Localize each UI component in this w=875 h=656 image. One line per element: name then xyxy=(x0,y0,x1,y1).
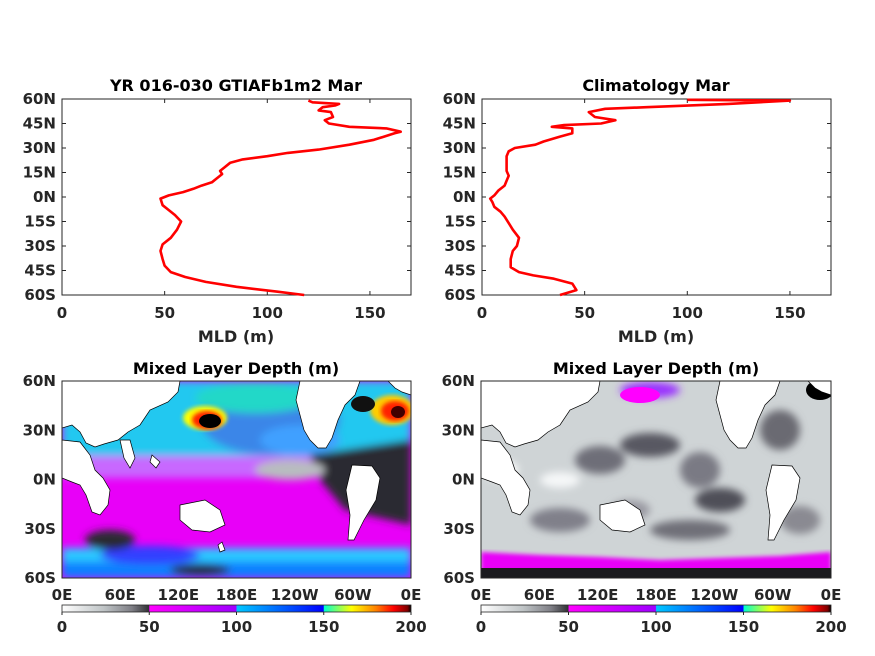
x-axis-label: MLD (m) xyxy=(618,327,694,346)
chart-title: YR 016-030 GTIAFb1m2 Mar xyxy=(109,76,362,95)
mld-profile-chart-right: Climatology Mar 0 50 100 150 60N 45N 30N 15N 0N 1… xyxy=(443,76,832,346)
y-tick-label: 0N xyxy=(33,188,56,206)
plot-area xyxy=(481,98,832,296)
colorbar-tick-label: 200 xyxy=(395,618,426,636)
colorbar-tick-label: 200 xyxy=(815,618,846,636)
map-field xyxy=(62,381,411,578)
mld-map-left: Mixed Layer Depth (m) xyxy=(23,359,422,604)
lat-tick-label: 60S xyxy=(443,569,475,587)
mld-line xyxy=(159,99,402,297)
y-tick-label: 15N xyxy=(23,164,56,182)
x-tick-label: 100 xyxy=(252,304,283,322)
y-tick-label: 45N xyxy=(443,115,476,133)
lat-tick-label: 30S xyxy=(24,520,56,538)
x-tick-label: 50 xyxy=(154,304,175,322)
lon-tick-label: 0E xyxy=(471,586,492,604)
mld-profile-chart-left: YR 016-030 GTIAFb1m2 Mar 0 50 100 150 60N 45N… xyxy=(23,76,412,346)
colorbar-left: 0 50 100 150 200 xyxy=(57,604,427,636)
colorbar-tick-label: 50 xyxy=(139,618,160,636)
colorbar-tick-label: 100 xyxy=(221,618,252,636)
x-tick-label: 0 xyxy=(57,304,67,322)
chart-title: Climatology Mar xyxy=(582,76,729,95)
colorbar-tick-label: 50 xyxy=(558,618,579,636)
lat-tick-label: 60S xyxy=(24,569,56,587)
colorbar-tick-label: 150 xyxy=(728,618,759,636)
x-axis-label: MLD (m) xyxy=(198,327,274,346)
y-tick-label: 15N xyxy=(443,164,476,182)
colorbar-tick-label: 0 xyxy=(57,618,67,636)
lat-tick-label: 60N xyxy=(442,372,475,390)
y-tick-label: 45S xyxy=(444,262,476,280)
y-tick-label: 60N xyxy=(443,90,476,108)
colorbar-tick-label: 0 xyxy=(476,618,486,636)
x-tick-label: 50 xyxy=(574,304,595,322)
lat-tick-label: 60N xyxy=(23,372,56,390)
lon-tick-label: 120E xyxy=(577,586,619,604)
lon-tick-label: 60W xyxy=(754,586,792,604)
lon-tick-label: 180E xyxy=(635,586,677,604)
y-tick-label: 15S xyxy=(444,213,476,231)
y-tick-label: 0N xyxy=(453,188,476,206)
y-tick-label: 30S xyxy=(444,237,476,255)
map-field xyxy=(481,381,831,578)
colorbar xyxy=(480,604,832,613)
colorbar-right: 0 50 100 150 200 xyxy=(476,604,847,636)
lon-tick-label: 120W xyxy=(690,586,738,604)
map-frame xyxy=(61,380,412,579)
lon-tick-label: 0E xyxy=(821,586,842,604)
lat-tick-label: 30N xyxy=(23,421,56,439)
lon-tick-label: 60E xyxy=(524,586,555,604)
y-tick-label: 60S xyxy=(24,286,56,304)
map-title: Mixed Layer Depth (m) xyxy=(133,359,339,378)
y-tick-label: 15S xyxy=(24,213,56,231)
x-tick-label: 0 xyxy=(477,304,487,322)
lat-tick-label: 0N xyxy=(33,471,56,489)
lon-tick-label: 0E xyxy=(401,586,422,604)
y-tick-label: 30N xyxy=(443,139,476,157)
lat-tick-label: 30N xyxy=(442,421,475,439)
colorbar xyxy=(61,604,412,613)
colorbar-tick-label: 150 xyxy=(308,618,339,636)
y-tick-label: 30S xyxy=(24,237,56,255)
mld-map-right: Mixed Layer Depth (m) xyxy=(442,359,842,604)
y-tick-label: 45S xyxy=(24,262,56,280)
mld-line xyxy=(488,98,792,297)
colorbar-tick-label: 100 xyxy=(640,618,671,636)
lon-tick-label: 120E xyxy=(158,586,200,604)
y-tick-label: 30N xyxy=(23,139,56,157)
lat-tick-label: 0N xyxy=(452,471,475,489)
lon-tick-label: 120W xyxy=(271,586,319,604)
y-tick-label: 45N xyxy=(23,115,56,133)
map-frame xyxy=(480,380,832,579)
plot-area xyxy=(61,98,412,296)
lon-tick-label: 0E xyxy=(52,586,73,604)
x-tick-label: 100 xyxy=(672,304,703,322)
lon-tick-label: 180E xyxy=(216,586,258,604)
lon-tick-label: 60E xyxy=(105,586,136,604)
y-tick-label: 60S xyxy=(444,286,476,304)
x-tick-label: 150 xyxy=(354,304,385,322)
lon-tick-label: 60W xyxy=(334,586,372,604)
x-tick-label: 150 xyxy=(774,304,805,322)
lat-tick-label: 30S xyxy=(443,520,475,538)
y-tick-label: 60N xyxy=(23,90,56,108)
map-title: Mixed Layer Depth (m) xyxy=(553,359,759,378)
